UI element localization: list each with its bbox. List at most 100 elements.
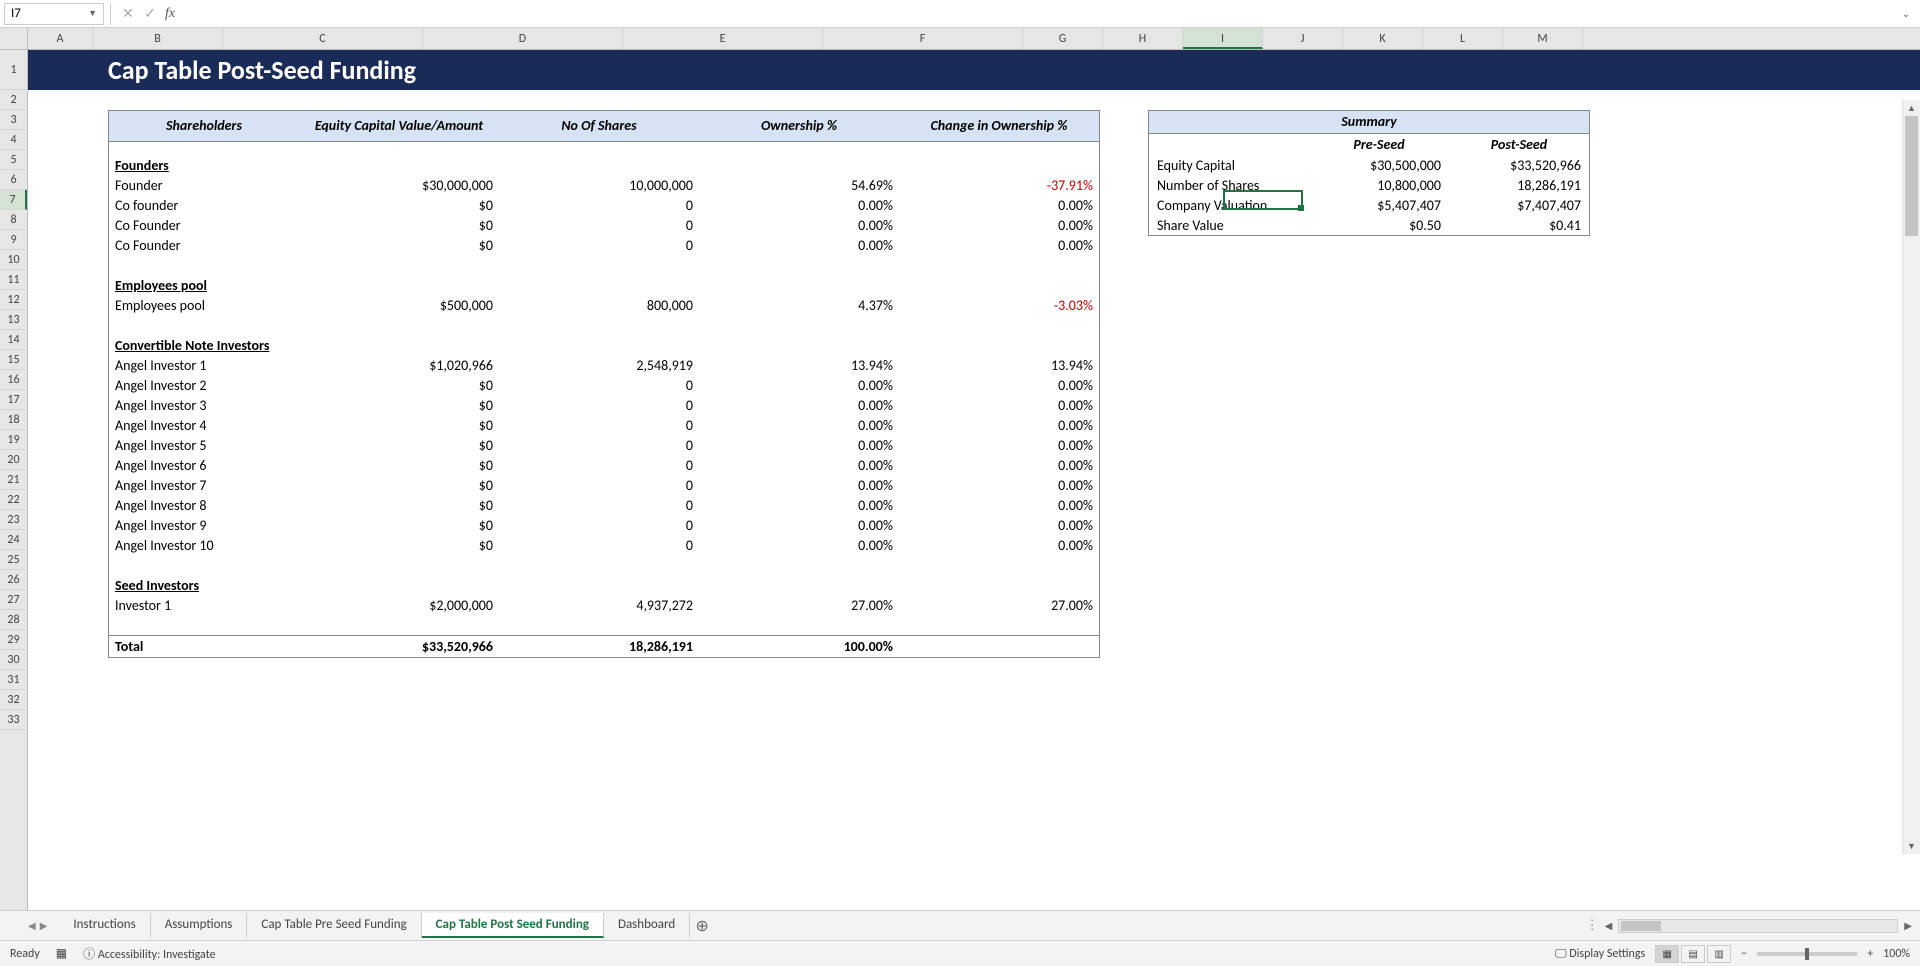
tab-menu-icon[interactable]: ⋮ — [1586, 918, 1599, 933]
column-header-A[interactable]: A — [28, 28, 93, 49]
view-page-layout-button[interactable]: ▤ — [1681, 945, 1705, 963]
row-header-24[interactable]: 24 — [0, 530, 27, 550]
column-header-H[interactable]: H — [1103, 28, 1183, 49]
row-header-29[interactable]: 29 — [0, 630, 27, 650]
sheet-tab[interactable]: Cap Table Pre Seed Funding — [247, 913, 421, 938]
row-header-17[interactable]: 17 — [0, 390, 27, 410]
row-header-25[interactable]: 25 — [0, 550, 27, 570]
column-header-K[interactable]: K — [1343, 28, 1423, 49]
row-header-19[interactable]: 19 — [0, 430, 27, 450]
table-row: Angel Investor 9$000.00%0.00% — [109, 515, 1099, 535]
tab-prev-icon[interactable]: ◀ — [28, 919, 36, 932]
column-header-G[interactable]: G — [1023, 28, 1103, 49]
vertical-scrollbar[interactable]: ▲ ▼ — [1902, 100, 1920, 854]
row-label: Angel Investor 7 — [109, 475, 299, 495]
scroll-thumb[interactable] — [1905, 116, 1918, 236]
summary-pre: $5,407,407 — [1309, 195, 1449, 215]
row-header-28[interactable]: 28 — [0, 610, 27, 630]
row-label: Co Founder — [109, 215, 299, 235]
row-header-26[interactable]: 26 — [0, 570, 27, 590]
zoom-level[interactable]: 100% — [1883, 947, 1910, 961]
tab-next-icon[interactable]: ▶ — [40, 919, 48, 932]
row-equity: $0 — [299, 535, 499, 555]
column-header-I[interactable]: I — [1183, 28, 1263, 49]
row-header-16[interactable]: 16 — [0, 370, 27, 390]
zoom-in-button[interactable]: + — [1867, 947, 1873, 961]
add-sheet-button[interactable]: ⊕ — [690, 916, 714, 936]
row-header-8[interactable]: 8 — [0, 210, 27, 230]
total-chg — [899, 635, 1099, 657]
cells-area[interactable]: Cap Table Post-Seed Funding Shareholders… — [28, 50, 1920, 910]
table-row: Employees pool$500,000800,0004.37%-3.03% — [109, 295, 1099, 315]
zoom-out-button[interactable]: − — [1741, 947, 1747, 961]
hscroll-thumb[interactable] — [1621, 921, 1661, 931]
scroll-up-icon[interactable]: ▲ — [1903, 100, 1920, 116]
column-header-J[interactable]: J — [1263, 28, 1343, 49]
row-header-9[interactable]: 9 — [0, 230, 27, 250]
row-header-31[interactable]: 31 — [0, 670, 27, 690]
view-normal-button[interactable]: ▦ — [1655, 945, 1679, 963]
section-header-row: Founders — [109, 155, 1099, 175]
row-header-23[interactable]: 23 — [0, 510, 27, 530]
column-header-F[interactable]: F — [823, 28, 1023, 49]
row-header-3[interactable]: 3 — [0, 110, 27, 130]
name-box[interactable]: I7 ▼ — [4, 3, 104, 25]
row-header-5[interactable]: 5 — [0, 150, 27, 170]
row-own: 0.00% — [699, 455, 899, 475]
column-header-C[interactable]: C — [223, 28, 423, 49]
row-equity: $0 — [299, 455, 499, 475]
confirm-formula-icon[interactable]: ✓ — [139, 3, 161, 25]
row-header-21[interactable]: 21 — [0, 470, 27, 490]
row-header-33[interactable]: 33 — [0, 710, 27, 730]
display-settings-button[interactable]: 🖵 Display Settings — [1555, 947, 1645, 961]
sheet-tab[interactable]: Dashboard — [604, 913, 690, 938]
sheet-tab[interactable]: Instructions — [59, 913, 150, 938]
scroll-down-icon[interactable]: ▼ — [1903, 838, 1920, 854]
row-header-14[interactable]: 14 — [0, 330, 27, 350]
column-header-D[interactable]: D — [423, 28, 623, 49]
row-header-27[interactable]: 27 — [0, 590, 27, 610]
row-header-2[interactable]: 2 — [0, 90, 27, 110]
row-header-1[interactable]: 1 — [0, 50, 27, 90]
column-header-L[interactable]: L — [1423, 28, 1503, 49]
hscroll-track[interactable] — [1618, 919, 1898, 933]
zoom-knob[interactable] — [1805, 948, 1809, 960]
row-header-13[interactable]: 13 — [0, 310, 27, 330]
row-header-11[interactable]: 11 — [0, 270, 27, 290]
summary-pre: $30,500,000 — [1309, 155, 1449, 175]
formula-input[interactable] — [175, 3, 1896, 25]
hscroll-left-icon[interactable]: ◀ — [1605, 919, 1613, 932]
scroll-track[interactable] — [1903, 116, 1920, 838]
chevron-down-icon[interactable]: ▼ — [88, 8, 97, 19]
hscroll-right-icon[interactable]: ▶ — [1904, 919, 1912, 932]
row-header-22[interactable]: 22 — [0, 490, 27, 510]
zoom-slider[interactable] — [1757, 952, 1857, 956]
view-page-break-button[interactable]: ▥ — [1707, 945, 1731, 963]
column-header-E[interactable]: E — [623, 28, 823, 49]
row-header-32[interactable]: 32 — [0, 690, 27, 710]
row-header-6[interactable]: 6 — [0, 170, 27, 190]
row-header-15[interactable]: 15 — [0, 350, 27, 370]
column-header-B[interactable]: B — [93, 28, 223, 49]
cancel-formula-icon[interactable]: ✕ — [117, 3, 139, 25]
sheet-tab[interactable]: Cap Table Post Seed Funding — [422, 913, 604, 938]
accessibility-status[interactable]: ⓘ Accessibility: Investigate — [83, 945, 215, 962]
row-chg: 0.00% — [899, 195, 1099, 215]
row-header-12[interactable]: 12 — [0, 290, 27, 310]
row-header-10[interactable]: 10 — [0, 250, 27, 270]
expand-formula-icon[interactable]: ⌄ — [1896, 7, 1916, 20]
macro-icon[interactable]: ▦ — [56, 946, 67, 961]
sheet-tab[interactable]: Assumptions — [151, 913, 248, 938]
row-header-4[interactable]: 4 — [0, 130, 27, 150]
row-header-7[interactable]: 7 — [0, 190, 27, 210]
row-header-30[interactable]: 30 — [0, 650, 27, 670]
row-equity: $2,000,000 — [299, 595, 499, 615]
row-shares: 0 — [499, 395, 699, 415]
row-equity: $0 — [299, 435, 499, 455]
row-header-18[interactable]: 18 — [0, 410, 27, 430]
column-header-M[interactable]: M — [1503, 28, 1583, 49]
section-header-row: Convertible Note Investors — [109, 335, 1099, 355]
row-header-20[interactable]: 20 — [0, 450, 27, 470]
select-all-corner[interactable] — [0, 28, 28, 49]
fx-icon[interactable]: fx — [165, 6, 175, 22]
